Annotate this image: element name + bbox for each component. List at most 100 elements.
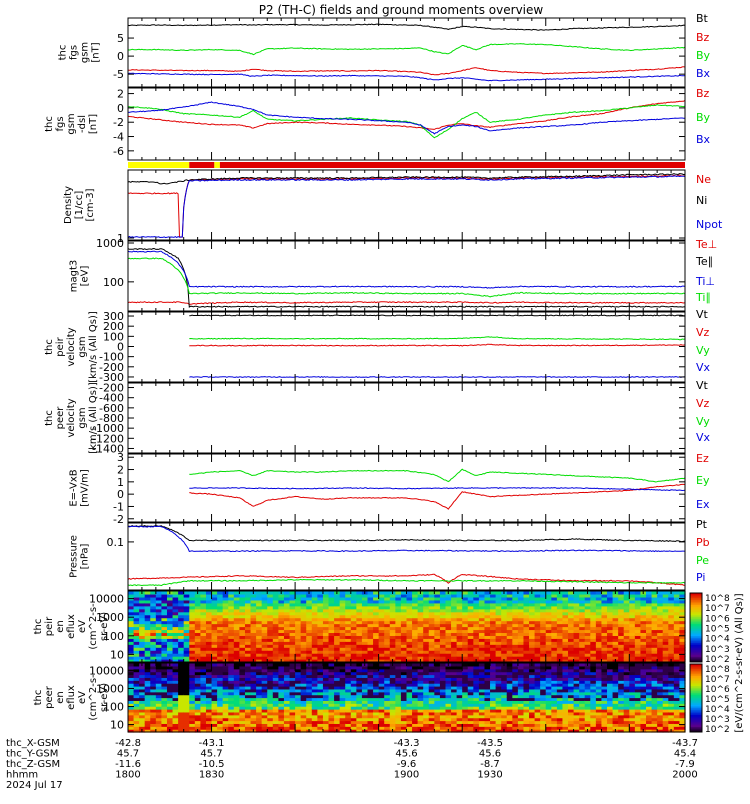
spectrogram-cell-peir_spectrogram bbox=[440, 591, 446, 595]
spectrogram-cell-peer_spectrogram bbox=[423, 663, 429, 666]
spectrogram-cell-peer_spectrogram bbox=[312, 663, 318, 666]
y-axis-label-line-peir_velocity: thc bbox=[44, 339, 55, 355]
legend-temperature-1: Te∥ bbox=[695, 255, 713, 268]
spectrogram-cell-peir_spectrogram bbox=[423, 591, 429, 595]
legend-pressure-1: Pb bbox=[696, 536, 710, 549]
spectrogram-cell-peir_spectrogram bbox=[273, 591, 279, 595]
spectrogram-cell-peir_spectrogram bbox=[434, 591, 440, 595]
spectrogram-cell-peer_spectrogram bbox=[228, 663, 234, 666]
legend-density-1: Ni bbox=[696, 194, 707, 207]
plot-title: P2 (TH-C) fields and ground moments over… bbox=[259, 3, 544, 17]
spectrogram-cell-peir_spectrogram bbox=[646, 591, 652, 595]
spectrogram-cell-peir_spectrogram bbox=[479, 591, 485, 595]
y-tick-label-fgs_gsm_dsl: -2 bbox=[113, 116, 124, 129]
spectrogram-cell-peir_spectrogram bbox=[496, 591, 502, 595]
spectrogram-cell-peer_spectrogram bbox=[173, 663, 179, 666]
legend-efield-2: Ex bbox=[696, 498, 710, 511]
spectrogram-cell-peer_spectrogram bbox=[145, 663, 151, 666]
spectrogram-cell-peer_spectrogram bbox=[395, 663, 401, 666]
spectrogram-cell-peir_spectrogram bbox=[618, 591, 624, 595]
spectrogram-cell-peir_spectrogram bbox=[601, 591, 607, 595]
legend-peer_velocity-1: Vz bbox=[696, 397, 710, 410]
spectrogram-cell-peer_spectrogram bbox=[323, 663, 329, 666]
quality-segment-0 bbox=[128, 162, 189, 168]
y-axis-label-efield: E=-VxB[mV/m] bbox=[69, 469, 91, 507]
y-tick-label-fgs_gsm_dsl: -6 bbox=[113, 145, 124, 158]
y-axis-label-line-fgs_gsm_dsl: fgs bbox=[55, 116, 66, 131]
y-axis-label-line-fgs_gsm: [nT] bbox=[91, 42, 102, 62]
legend-pressure-0: Pt bbox=[696, 518, 708, 531]
legend-peer_velocity-3: Vx bbox=[696, 431, 711, 444]
legend-fgs_gsm_dsl-2: Bx bbox=[696, 133, 711, 146]
spectrogram-cell-peir_spectrogram bbox=[407, 591, 413, 595]
spectrogram-cell-peir_spectrogram bbox=[635, 591, 641, 595]
spectrogram-cell-peer_spectrogram bbox=[245, 663, 251, 666]
spectrogram-cell-peer_spectrogram bbox=[468, 663, 474, 666]
spectrogram-cell-peir_spectrogram bbox=[200, 591, 206, 595]
y-axis-label-line-density: [1/cc] bbox=[74, 191, 85, 220]
legend-density-2: Npot bbox=[696, 218, 723, 231]
y-axis-label-line-temperature: [eV] bbox=[80, 266, 91, 287]
spectrogram-cell-peir_spectrogram bbox=[462, 591, 468, 595]
spectrogram-cell-peer_spectrogram bbox=[384, 663, 390, 666]
spectrogram-cell-peer_spectrogram bbox=[440, 663, 446, 666]
spectrogram-cell-peir_spectrogram bbox=[507, 591, 513, 595]
spectrogram-cell-peir_spectrogram bbox=[128, 591, 134, 595]
y-axis-label-line-peir_spectrogram: eV bbox=[77, 620, 88, 633]
y-tick-label-fgs_gsm_dsl: 0 bbox=[117, 102, 124, 115]
spectrogram-cell-peir_spectrogram bbox=[189, 591, 195, 595]
y-axis-label-line-peir_spectrogram: sr-eV) bbox=[99, 612, 110, 641]
spectrogram-cell-peer_spectrogram bbox=[301, 663, 307, 666]
series-line-peir_velocity-3 bbox=[189, 377, 685, 378]
legend-fgs_gsm-1: Bz bbox=[696, 31, 710, 44]
y-axis-label-line-temperature: magt3 bbox=[69, 260, 80, 293]
legend-peir_velocity-3: Vx bbox=[696, 361, 711, 374]
spectrogram-cell-peir_spectrogram bbox=[145, 591, 151, 595]
y-axis-label-line-peir_velocity: peir bbox=[55, 336, 66, 356]
y-tick-label-efield: 2 bbox=[117, 464, 124, 477]
spectrogram-cell-peir_spectrogram bbox=[607, 591, 613, 595]
y-axis-label-line-pressure: [nPa] bbox=[80, 543, 91, 569]
quality-segment-2 bbox=[214, 162, 220, 168]
legend-peir_velocity-1: Vz bbox=[696, 326, 710, 339]
spectrogram-cell-peir_spectrogram bbox=[518, 591, 524, 595]
y-tick-label-efield: -2 bbox=[113, 513, 124, 526]
spectrogram-cell-peir_spectrogram bbox=[574, 591, 580, 595]
spectrogram-cell-peir_spectrogram bbox=[368, 591, 374, 595]
y-tick-label-efield: 1 bbox=[117, 476, 124, 489]
spectrogram-cell-peir_spectrogram bbox=[657, 591, 663, 595]
y-axis-label-line-fgs_gsm: gsm bbox=[80, 42, 91, 63]
spectrogram-cell-peir_spectrogram bbox=[173, 591, 179, 595]
spectrogram-cell-peir_spectrogram bbox=[451, 591, 457, 595]
spectrogram-cell-peer_spectrogram bbox=[462, 663, 468, 666]
spectrogram-cell-peir_spectrogram bbox=[329, 591, 335, 595]
spectrogram-cell-peir_spectrogram bbox=[629, 591, 635, 595]
y-axis-label-line-peer_velocity: peer bbox=[55, 406, 66, 430]
y-tick-label-fgs_gsm: 5 bbox=[117, 32, 124, 45]
legend-peir_velocity-0: Vt bbox=[696, 308, 709, 321]
legend-peer_velocity-0: Vt bbox=[696, 379, 709, 392]
spectrogram-cell-peer_spectrogram bbox=[496, 663, 502, 666]
y-axis-label-line-fgs_gsm_dsl: [nT] bbox=[88, 114, 99, 134]
quality-segment-3 bbox=[220, 162, 685, 168]
y-tick-label-efield: 3 bbox=[117, 451, 124, 464]
spectrogram-cell-peer_spectrogram bbox=[351, 663, 357, 666]
spectrogram-cell-peir_spectrogram bbox=[535, 591, 541, 595]
y-axis-label-line-peir_spectrogram: en bbox=[55, 620, 66, 633]
legend-fgs_gsm-2: By bbox=[696, 49, 711, 62]
y-axis-label-line-fgs_gsm_dsl: thc bbox=[44, 116, 55, 132]
spectrogram-cell-peer_spectrogram bbox=[256, 663, 262, 666]
legend-temperature-3: Ti∥ bbox=[695, 291, 711, 304]
y-axis-label-density: Density[1/cc][cm-3] bbox=[63, 186, 96, 224]
spectrogram-cell-peer_spectrogram bbox=[184, 663, 190, 666]
legend-fgs_gsm-0: Bt bbox=[696, 12, 709, 25]
spectrogram-cell-peer_spectrogram bbox=[407, 663, 413, 666]
legend-pressure-3: Pi bbox=[696, 571, 705, 584]
spectrogram-cell-peir_spectrogram bbox=[228, 591, 234, 595]
y-axis-label-line-peir_velocity: gsm bbox=[77, 336, 88, 357]
spectrogram-cell-peer_spectrogram bbox=[267, 663, 273, 666]
spectrogram-cell-peir_spectrogram bbox=[217, 591, 223, 595]
